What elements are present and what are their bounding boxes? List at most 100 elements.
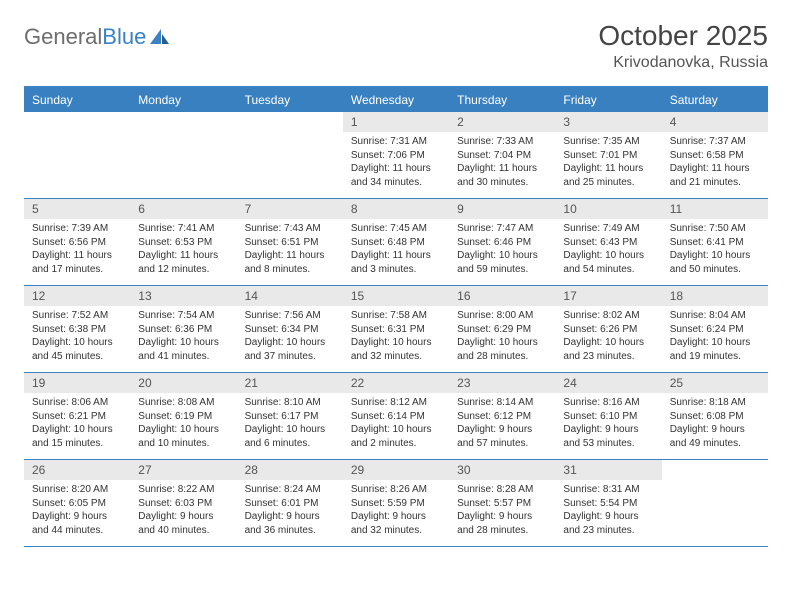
day-info: Sunrise: 8:14 AMSunset: 6:12 PMDaylight:…	[449, 393, 555, 456]
day-cell: 26Sunrise: 8:20 AMSunset: 6:05 PMDayligh…	[24, 460, 130, 546]
date-number: 13	[130, 286, 236, 306]
daylight-text: Daylight: 11 hours and 25 minutes.	[563, 162, 653, 189]
sunrise-text: Sunrise: 8:22 AM	[138, 483, 228, 497]
day-info: Sunrise: 8:24 AMSunset: 6:01 PMDaylight:…	[237, 480, 343, 543]
daylight-text: Daylight: 9 hours and 32 minutes.	[351, 510, 441, 537]
sunrise-text: Sunrise: 7:50 AM	[670, 222, 760, 236]
daylight-text: Daylight: 10 hours and 50 minutes.	[670, 249, 760, 276]
location: Krivodanovka, Russia	[598, 54, 768, 72]
day-header-cell: Friday	[555, 88, 661, 112]
date-number: 31	[555, 460, 661, 480]
day-header-cell: Wednesday	[343, 88, 449, 112]
date-number: 1	[343, 112, 449, 132]
daylight-text: Daylight: 10 hours and 23 minutes.	[563, 336, 653, 363]
date-number: 21	[237, 373, 343, 393]
day-cell: 17Sunrise: 8:02 AMSunset: 6:26 PMDayligh…	[555, 286, 661, 372]
daylight-text: Daylight: 11 hours and 21 minutes.	[670, 162, 760, 189]
day-info: Sunrise: 7:41 AMSunset: 6:53 PMDaylight:…	[130, 219, 236, 282]
daylight-text: Daylight: 11 hours and 34 minutes.	[351, 162, 441, 189]
date-number: 3	[555, 112, 661, 132]
day-info: Sunrise: 7:58 AMSunset: 6:31 PMDaylight:…	[343, 306, 449, 369]
sunset-text: Sunset: 6:48 PM	[351, 236, 441, 250]
day-cell: 13Sunrise: 7:54 AMSunset: 6:36 PMDayligh…	[130, 286, 236, 372]
day-cell: 6Sunrise: 7:41 AMSunset: 6:53 PMDaylight…	[130, 199, 236, 285]
sunset-text: Sunset: 6:10 PM	[563, 410, 653, 424]
sunset-text: Sunset: 6:03 PM	[138, 497, 228, 511]
sunrise-text: Sunrise: 7:37 AM	[670, 135, 760, 149]
sunset-text: Sunset: 6:56 PM	[32, 236, 122, 250]
day-info: Sunrise: 8:08 AMSunset: 6:19 PMDaylight:…	[130, 393, 236, 456]
day-cell: 5Sunrise: 7:39 AMSunset: 6:56 PMDaylight…	[24, 199, 130, 285]
sunrise-text: Sunrise: 7:56 AM	[245, 309, 335, 323]
day-info: Sunrise: 7:56 AMSunset: 6:34 PMDaylight:…	[237, 306, 343, 369]
day-cell: 16Sunrise: 8:00 AMSunset: 6:29 PMDayligh…	[449, 286, 555, 372]
daylight-text: Daylight: 10 hours and 19 minutes.	[670, 336, 760, 363]
daylight-text: Daylight: 9 hours and 36 minutes.	[245, 510, 335, 537]
sunset-text: Sunset: 6:17 PM	[245, 410, 335, 424]
daylight-text: Daylight: 10 hours and 15 minutes.	[32, 423, 122, 450]
sunset-text: Sunset: 6:14 PM	[351, 410, 441, 424]
week-row: ......1Sunrise: 7:31 AMSunset: 7:06 PMDa…	[24, 112, 768, 199]
daylight-text: Daylight: 9 hours and 28 minutes.	[457, 510, 547, 537]
date-number: 15	[343, 286, 449, 306]
day-info: Sunrise: 7:33 AMSunset: 7:04 PMDaylight:…	[449, 132, 555, 195]
logo-text-gray: General	[24, 24, 102, 50]
day-info: Sunrise: 7:49 AMSunset: 6:43 PMDaylight:…	[555, 219, 661, 282]
daylight-text: Daylight: 10 hours and 59 minutes.	[457, 249, 547, 276]
day-cell: 2Sunrise: 7:33 AMSunset: 7:04 PMDaylight…	[449, 112, 555, 198]
date-number: 11	[662, 199, 768, 219]
day-header-row: SundayMondayTuesdayWednesdayThursdayFrid…	[24, 88, 768, 112]
day-info: Sunrise: 7:37 AMSunset: 6:58 PMDaylight:…	[662, 132, 768, 195]
sunset-text: Sunset: 6:26 PM	[563, 323, 653, 337]
month-title: October 2025	[598, 20, 768, 52]
daylight-text: Daylight: 10 hours and 45 minutes.	[32, 336, 122, 363]
daylight-text: Daylight: 10 hours and 32 minutes.	[351, 336, 441, 363]
sunset-text: Sunset: 6:36 PM	[138, 323, 228, 337]
daylight-text: Daylight: 11 hours and 3 minutes.	[351, 249, 441, 276]
day-info: Sunrise: 8:20 AMSunset: 6:05 PMDaylight:…	[24, 480, 130, 543]
sunset-text: Sunset: 6:01 PM	[245, 497, 335, 511]
day-cell: 25Sunrise: 8:18 AMSunset: 6:08 PMDayligh…	[662, 373, 768, 459]
header: GeneralBlue October 2025 Krivodanovka, R…	[24, 20, 768, 72]
day-info: Sunrise: 7:39 AMSunset: 6:56 PMDaylight:…	[24, 219, 130, 282]
daylight-text: Daylight: 10 hours and 41 minutes.	[138, 336, 228, 363]
date-number: 17	[555, 286, 661, 306]
day-info: Sunrise: 7:31 AMSunset: 7:06 PMDaylight:…	[343, 132, 449, 195]
sunset-text: Sunset: 6:34 PM	[245, 323, 335, 337]
date-number: 22	[343, 373, 449, 393]
sunrise-text: Sunrise: 7:41 AM	[138, 222, 228, 236]
day-info: Sunrise: 8:12 AMSunset: 6:14 PMDaylight:…	[343, 393, 449, 456]
sunrise-text: Sunrise: 8:31 AM	[563, 483, 653, 497]
daylight-text: Daylight: 11 hours and 17 minutes.	[32, 249, 122, 276]
day-header-cell: Tuesday	[237, 88, 343, 112]
sunrise-text: Sunrise: 7:47 AM	[457, 222, 547, 236]
date-number: 14	[237, 286, 343, 306]
day-cell: 8Sunrise: 7:45 AMSunset: 6:48 PMDaylight…	[343, 199, 449, 285]
day-cell: 20Sunrise: 8:08 AMSunset: 6:19 PMDayligh…	[130, 373, 236, 459]
sunset-text: Sunset: 6:46 PM	[457, 236, 547, 250]
day-cell: ..	[662, 460, 768, 546]
date-number: 20	[130, 373, 236, 393]
sunset-text: Sunset: 6:05 PM	[32, 497, 122, 511]
day-cell: ..	[237, 112, 343, 198]
sunrise-text: Sunrise: 8:10 AM	[245, 396, 335, 410]
day-info: Sunrise: 8:02 AMSunset: 6:26 PMDaylight:…	[555, 306, 661, 369]
date-number: 6	[130, 199, 236, 219]
date-number: 28	[237, 460, 343, 480]
date-number: 10	[555, 199, 661, 219]
sunrise-text: Sunrise: 7:33 AM	[457, 135, 547, 149]
sunrise-text: Sunrise: 8:00 AM	[457, 309, 547, 323]
sunset-text: Sunset: 6:41 PM	[670, 236, 760, 250]
sunset-text: Sunset: 5:54 PM	[563, 497, 653, 511]
daylight-text: Daylight: 9 hours and 40 minutes.	[138, 510, 228, 537]
daylight-text: Daylight: 9 hours and 49 minutes.	[670, 423, 760, 450]
day-info: Sunrise: 8:31 AMSunset: 5:54 PMDaylight:…	[555, 480, 661, 543]
date-number: 12	[24, 286, 130, 306]
sunrise-text: Sunrise: 8:16 AM	[563, 396, 653, 410]
sunset-text: Sunset: 5:57 PM	[457, 497, 547, 511]
day-info: Sunrise: 8:00 AMSunset: 6:29 PMDaylight:…	[449, 306, 555, 369]
day-info: Sunrise: 8:16 AMSunset: 6:10 PMDaylight:…	[555, 393, 661, 456]
date-number: 4	[662, 112, 768, 132]
sunrise-text: Sunrise: 7:31 AM	[351, 135, 441, 149]
date-number: 16	[449, 286, 555, 306]
